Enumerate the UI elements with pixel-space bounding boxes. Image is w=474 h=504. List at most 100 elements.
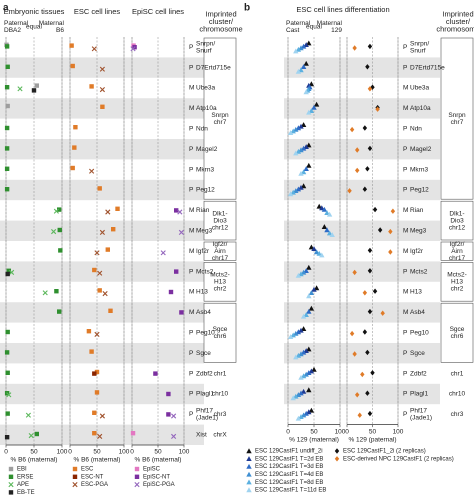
legend-label: EpiSC-NT xyxy=(143,474,170,480)
point xyxy=(89,168,95,174)
point xyxy=(5,103,10,109)
gene-label: Snrpn/ xyxy=(410,40,429,47)
parent-of-origin: P xyxy=(189,126,193,133)
point xyxy=(5,329,10,335)
point xyxy=(174,208,179,213)
cluster-label: chr2 xyxy=(451,286,464,293)
point xyxy=(367,145,373,152)
point xyxy=(298,271,304,277)
cluster-box xyxy=(203,200,237,241)
cluster-box xyxy=(440,262,474,302)
maternal-header: B6 xyxy=(56,27,64,34)
point xyxy=(89,349,94,354)
point xyxy=(388,249,393,255)
row-band xyxy=(284,261,440,282)
cluster-box xyxy=(440,302,474,363)
point xyxy=(367,410,373,417)
point xyxy=(370,84,375,90)
point xyxy=(306,387,312,393)
point xyxy=(298,351,304,357)
point xyxy=(73,125,78,130)
gene-label: Mcts2 xyxy=(410,268,428,275)
gene-label: Phf17 xyxy=(196,408,213,415)
point xyxy=(298,414,304,419)
point xyxy=(298,170,304,176)
point xyxy=(306,142,312,148)
point xyxy=(70,165,75,171)
gene-label: H13 xyxy=(410,289,422,296)
point xyxy=(4,166,10,171)
point xyxy=(362,290,368,296)
point xyxy=(316,250,322,256)
point xyxy=(308,244,315,250)
point xyxy=(89,84,94,89)
point xyxy=(92,431,97,436)
legend-swatch xyxy=(246,463,252,469)
point xyxy=(367,247,373,254)
gene-label: Igf2r xyxy=(410,248,424,255)
x-tick-label: 0 xyxy=(286,428,290,435)
point xyxy=(97,288,102,293)
maternal-header: 129 xyxy=(331,27,342,34)
parent-of-origin: P xyxy=(403,350,407,357)
legend-label: ESC-NT xyxy=(81,474,104,480)
point xyxy=(4,44,10,49)
point xyxy=(58,248,63,253)
point xyxy=(111,227,116,232)
point xyxy=(306,109,312,115)
parent-of-origin: M xyxy=(189,228,194,235)
cluster-box xyxy=(440,200,474,241)
point xyxy=(365,64,370,70)
x-tick-label: 100 xyxy=(335,428,346,435)
row-band xyxy=(0,302,204,323)
point xyxy=(375,106,380,112)
gene-label: Magel2 xyxy=(410,146,432,153)
parent-of-origin: P xyxy=(403,391,407,398)
legend-swatch xyxy=(134,466,140,472)
x-tick-label: 50 xyxy=(93,449,101,456)
parent-of-origin: P xyxy=(189,64,193,71)
point xyxy=(94,369,100,375)
cluster-label: chr2 xyxy=(214,286,227,293)
legend-label: EBI xyxy=(17,467,27,473)
cluster-label: Snrpn xyxy=(211,112,229,119)
parent-of-origin: P xyxy=(189,370,193,377)
point xyxy=(303,60,309,66)
parent-of-origin: M xyxy=(403,309,408,316)
row-band xyxy=(284,383,440,405)
parent-of-origin: M xyxy=(189,289,194,296)
point xyxy=(298,67,304,73)
point xyxy=(5,64,10,69)
cluster-label: chr3 xyxy=(214,411,227,418)
cluster-label: chr1 xyxy=(451,370,464,377)
point xyxy=(355,147,360,153)
cluster-header: chromosome xyxy=(199,24,242,33)
legend-label: EB-TE xyxy=(17,490,35,496)
point xyxy=(308,368,315,374)
point xyxy=(300,373,307,379)
point xyxy=(388,228,393,235)
panel-label: b xyxy=(244,3,250,14)
x-tick-label: 50 xyxy=(369,428,377,435)
legend-swatch xyxy=(334,456,340,462)
gene-label: Rian xyxy=(410,207,424,214)
x-axis-label: % B6 (maternal) xyxy=(11,457,58,464)
gene-label: Meg3 xyxy=(196,228,213,235)
legend-label: ESC 129CastF1 undiff_2i xyxy=(255,449,323,455)
point xyxy=(94,250,100,256)
point xyxy=(108,308,113,313)
point xyxy=(367,86,373,92)
point xyxy=(102,291,108,297)
point xyxy=(4,85,10,90)
cluster-label: Mcts2- xyxy=(210,272,230,279)
parent-of-origin: P xyxy=(403,44,407,51)
legend-swatch xyxy=(246,448,252,454)
point xyxy=(365,166,370,172)
gene-label: Ndn xyxy=(410,126,422,133)
cluster-header: Imprinted xyxy=(442,9,473,18)
point xyxy=(367,43,373,50)
gene-label: (Jade1) xyxy=(410,415,432,422)
gene-label: Meg3 xyxy=(410,228,427,235)
point xyxy=(298,184,304,190)
row-band xyxy=(0,139,204,160)
